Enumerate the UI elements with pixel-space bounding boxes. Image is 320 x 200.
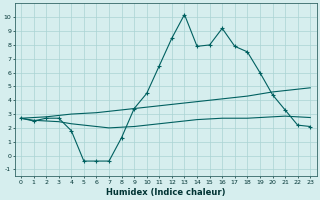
X-axis label: Humidex (Indice chaleur): Humidex (Indice chaleur)	[106, 188, 225, 197]
